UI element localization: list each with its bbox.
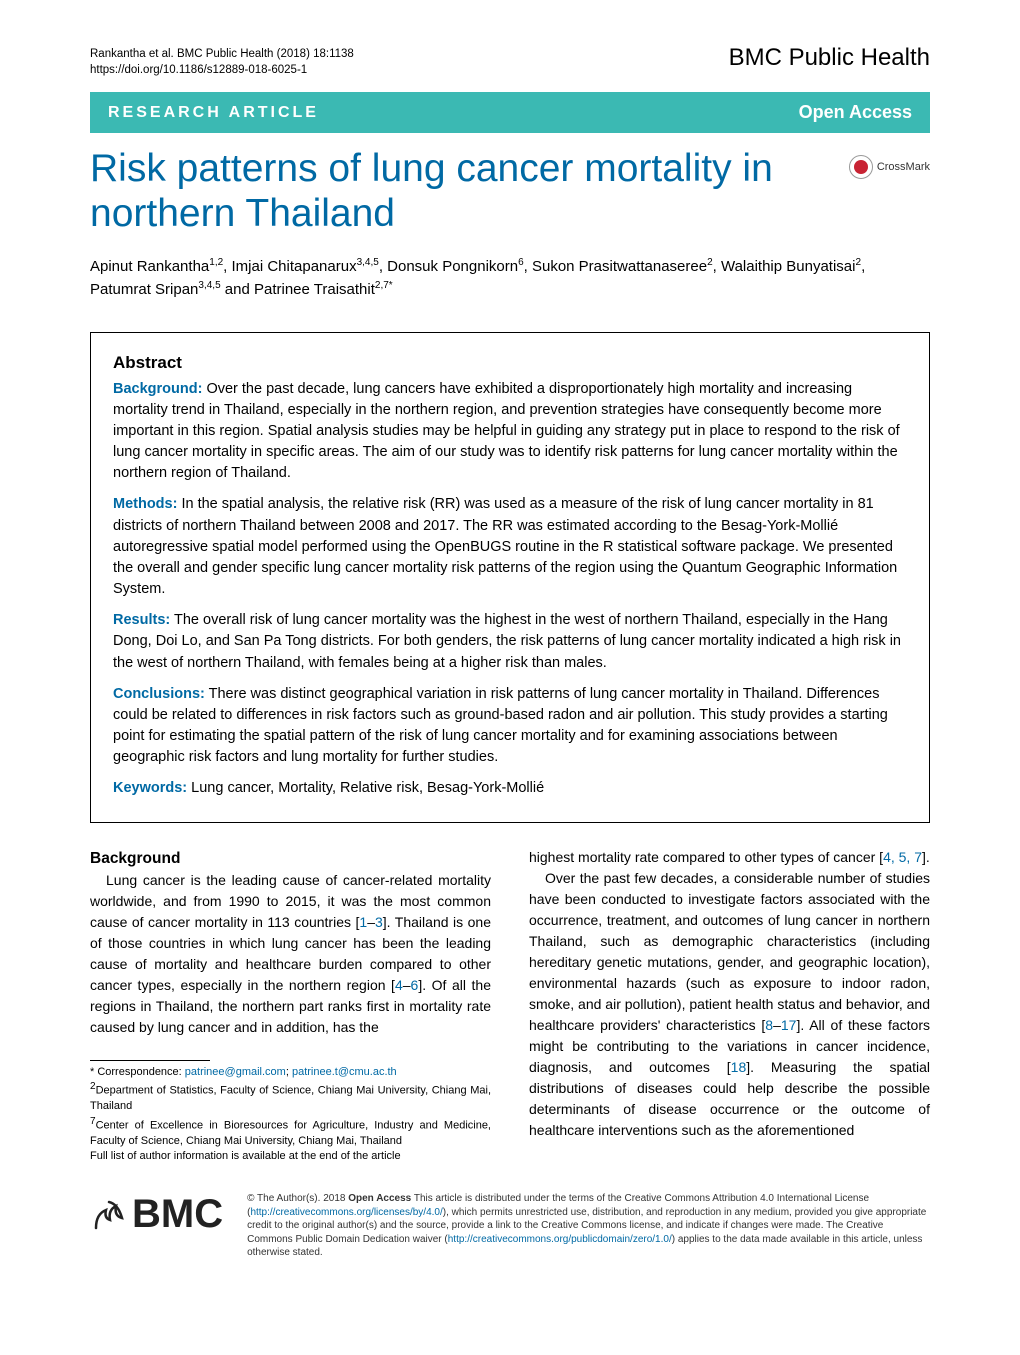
bmc-logo-text: BMC <box>132 1192 223 1237</box>
abstract-background-label: Background: <box>113 381 202 397</box>
abstract-methods-text: In the spatial analysis, the relative ri… <box>113 496 897 597</box>
correspondence-email-2[interactable]: patrinee.t@cmu.ac.th <box>292 1066 397 1078</box>
abstract-keywords: Keywords: Lung cancer, Mortality, Relati… <box>113 778 907 799</box>
ref-link[interactable]: 4, 5, 7 <box>883 849 922 865</box>
cc-by-link[interactable]: http://creativecommons.org/licenses/by/4… <box>250 1207 442 1218</box>
abstract-conclusions-text: There was distinct geographical variatio… <box>113 686 888 765</box>
abstract-conclusions-label: Conclusions: <box>113 686 205 702</box>
ref-link[interactable]: 17 <box>781 1017 797 1033</box>
abstract-keywords-text: Lung cancer, Mortality, Relative risk, B… <box>191 780 544 796</box>
ref-link[interactable]: 18 <box>731 1059 747 1075</box>
crossmark-label: CrossMark <box>877 161 930 173</box>
col2-para2: Over the past few decades, a considerabl… <box>529 868 930 1141</box>
article-title: Risk patterns of lung cancer mortality i… <box>90 147 849 237</box>
license-bar: BMC © The Author(s). 2018 Open Access Th… <box>90 1184 930 1268</box>
abstract-methods-label: Methods: <box>113 496 177 512</box>
abstract-background-text: Over the past decade, lung cancers have … <box>113 381 900 482</box>
abstract-conclusions: Conclusions: There was distinct geograph… <box>113 684 907 769</box>
footnote-separator <box>90 1060 210 1061</box>
authors-line: Apinut Rankantha1,2, Imjai Chitapanarux3… <box>90 255 930 302</box>
body-columns: Background Lung cancer is the leading ca… <box>90 847 930 1165</box>
abstract-methods: Methods: In the spatial analysis, the re… <box>113 494 907 600</box>
cc0-link[interactable]: http://creativecommons.org/publicdomain/… <box>448 1234 672 1245</box>
open-access-label: Open Access <box>799 102 912 123</box>
ref-link[interactable]: 4 <box>395 977 403 993</box>
column-right: highest mortality rate compared to other… <box>529 847 930 1165</box>
correspondence-line: * Correspondence: patrinee@gmail.com; pa… <box>90 1065 491 1080</box>
affiliation-2: 2Department of Statistics, Faculty of Sc… <box>90 1080 491 1114</box>
abstract-keywords-label: Keywords: <box>113 780 187 796</box>
abstract-box: Abstract Background: Over the past decad… <box>90 332 930 823</box>
col1-para1: Lung cancer is the leading cause of canc… <box>90 870 491 1038</box>
affiliation-7: 7Center of Excellence in Bioresources fo… <box>90 1115 491 1149</box>
license-text: © The Author(s). 2018 Open Access This a… <box>247 1192 930 1260</box>
article-type-banner: RESEARCH ARTICLE Open Access <box>90 92 930 133</box>
bmc-logo: BMC <box>90 1192 223 1237</box>
bmc-spring-icon <box>90 1196 128 1234</box>
background-heading: Background <box>90 847 491 870</box>
footnotes: * Correspondence: patrinee@gmail.com; pa… <box>90 1065 491 1165</box>
abstract-results-label: Results: <box>113 612 170 628</box>
abstract-results-text: The overall risk of lung cancer mortalit… <box>113 612 901 670</box>
col2-para1: highest mortality rate compared to other… <box>529 847 930 868</box>
correspondence-email-1[interactable]: patrinee@gmail.com <box>185 1066 286 1078</box>
ref-link[interactable]: 3 <box>375 914 383 930</box>
abstract-heading: Abstract <box>113 353 907 373</box>
crossmark-badge[interactable]: CrossMark <box>849 155 930 179</box>
column-left: Background Lung cancer is the leading ca… <box>90 847 491 1165</box>
abstract-results: Results: The overall risk of lung cancer… <box>113 610 907 673</box>
crossmark-icon <box>849 155 873 179</box>
full-author-list-note: Full list of author information is avail… <box>90 1149 491 1164</box>
ref-link[interactable]: 8 <box>765 1017 773 1033</box>
article-type-label: RESEARCH ARTICLE <box>108 104 319 122</box>
abstract-background: Background: Over the past decade, lung c… <box>113 379 907 485</box>
